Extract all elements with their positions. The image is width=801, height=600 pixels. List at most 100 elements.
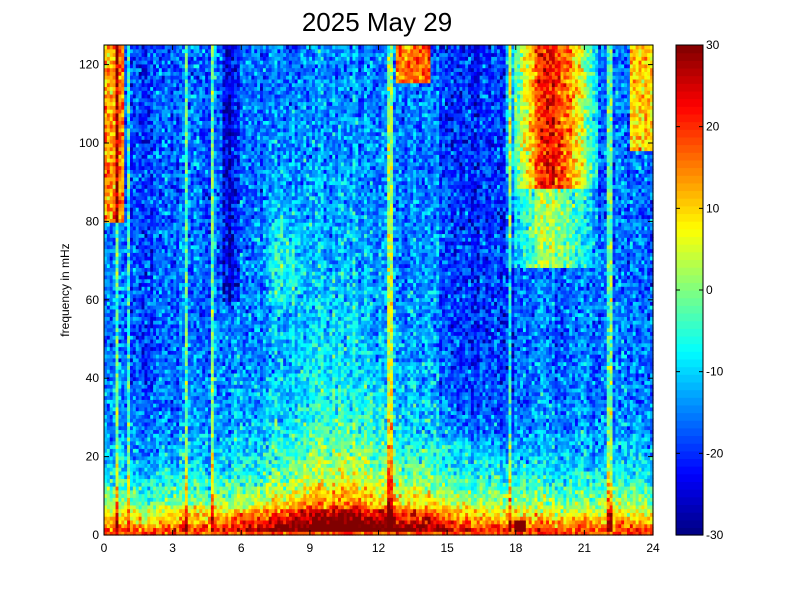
heatmap-cell <box>130 486 134 491</box>
heatmap-cell <box>132 497 137 502</box>
heatmap-cell <box>109 218 114 223</box>
heatmap-cell <box>127 263 131 268</box>
heatmap-cell <box>164 489 169 495</box>
heatmap-cell <box>193 372 198 378</box>
heatmap-cell <box>193 331 198 336</box>
heatmap-cell <box>121 150 125 155</box>
heatmap-cell <box>193 504 198 510</box>
heatmap-cell <box>170 470 174 476</box>
heatmap-cell <box>170 437 174 442</box>
heatmap-cell <box>182 516 186 521</box>
heatmap-cell <box>202 169 206 174</box>
heatmap-cell <box>115 214 120 219</box>
heatmap-cell <box>121 440 125 446</box>
heatmap-cell <box>193 357 198 363</box>
heatmap-cell <box>167 271 172 276</box>
heatmap-cell <box>184 290 189 295</box>
heatmap-cell <box>135 154 140 159</box>
heatmap-cell <box>196 346 200 351</box>
heatmap-cell <box>127 293 131 299</box>
heatmap-cell <box>124 512 128 517</box>
heatmap-cell <box>156 527 160 532</box>
heatmap-cell <box>167 489 172 495</box>
heatmap-cell <box>112 199 117 204</box>
heatmap-cell <box>130 361 134 366</box>
heatmap-cell <box>115 376 120 382</box>
heatmap-cell <box>141 169 146 174</box>
heatmap-cell <box>187 225 192 231</box>
heatmap-cell <box>121 293 125 299</box>
heatmap-cell <box>176 184 180 189</box>
heatmap-cell <box>182 161 186 167</box>
heatmap-cell <box>196 176 200 182</box>
heatmap-cell <box>187 489 192 495</box>
heatmap-cell <box>158 237 163 242</box>
heatmap-cell <box>141 437 146 442</box>
heatmap-cell <box>106 305 111 310</box>
heatmap-cell <box>196 372 200 378</box>
heatmap-cell <box>196 207 200 212</box>
heatmap-cell <box>127 327 131 333</box>
heatmap-cell <box>202 323 206 329</box>
heatmap-cell <box>164 399 169 404</box>
heatmap-cell <box>141 86 146 91</box>
heatmap-cell <box>121 478 125 483</box>
heatmap-cell <box>153 357 157 363</box>
heatmap-cell <box>190 467 195 472</box>
heatmap-cell <box>187 448 192 453</box>
heatmap-cell <box>115 139 120 144</box>
heatmap-cell <box>118 467 122 472</box>
heatmap-cell <box>138 293 143 299</box>
heatmap-cell <box>135 354 140 359</box>
heatmap-cell <box>190 523 195 529</box>
heatmap-cell <box>187 63 192 69</box>
heatmap-cell <box>124 48 128 54</box>
heatmap-cell <box>104 523 108 529</box>
heatmap-cell <box>141 414 146 419</box>
heatmap-cell <box>184 267 189 272</box>
heatmap-cell <box>170 154 174 159</box>
heatmap-cell <box>156 531 160 536</box>
heatmap-cell <box>115 388 120 393</box>
heatmap-cell <box>121 421 125 427</box>
heatmap-cell <box>150 120 154 125</box>
heatmap-cell <box>115 180 120 186</box>
heatmap-cell <box>112 339 117 344</box>
heatmap-cell <box>182 395 186 400</box>
heatmap-cell <box>118 519 122 525</box>
heatmap-cell <box>124 210 128 216</box>
heatmap-cell <box>161 489 166 495</box>
heatmap-cell <box>135 414 140 419</box>
heatmap-cell <box>118 372 122 378</box>
heatmap-cell <box>153 199 157 204</box>
heatmap-cell <box>202 248 206 253</box>
heatmap-cell <box>104 124 108 129</box>
heatmap-cell <box>176 293 180 299</box>
heatmap-cell <box>193 150 198 155</box>
heatmap-cell <box>179 497 183 502</box>
heatmap-cell <box>109 440 114 446</box>
heatmap-cell <box>176 199 180 204</box>
heatmap-cell <box>199 78 203 84</box>
heatmap-cell <box>141 267 146 272</box>
heatmap-cell <box>190 48 195 54</box>
heatmap-cell <box>127 184 131 189</box>
heatmap-cell <box>205 504 209 510</box>
heatmap-cell <box>196 448 200 453</box>
heatmap-cell <box>135 357 140 363</box>
heatmap-cell <box>104 225 108 231</box>
heatmap-cell <box>173 290 177 295</box>
heatmap-cell <box>153 523 157 529</box>
heatmap-cell <box>104 414 108 419</box>
heatmap-cell <box>170 516 174 521</box>
heatmap-cell <box>153 388 157 393</box>
heatmap-cell <box>130 71 134 76</box>
heatmap-cell <box>138 63 143 69</box>
heatmap-cell <box>150 376 154 382</box>
heatmap-cell <box>130 67 134 72</box>
heatmap-cell <box>144 109 148 114</box>
heatmap-cell <box>121 335 125 340</box>
heatmap-cell <box>132 244 137 250</box>
heatmap-cell <box>184 418 189 423</box>
heatmap-cell <box>187 86 192 91</box>
